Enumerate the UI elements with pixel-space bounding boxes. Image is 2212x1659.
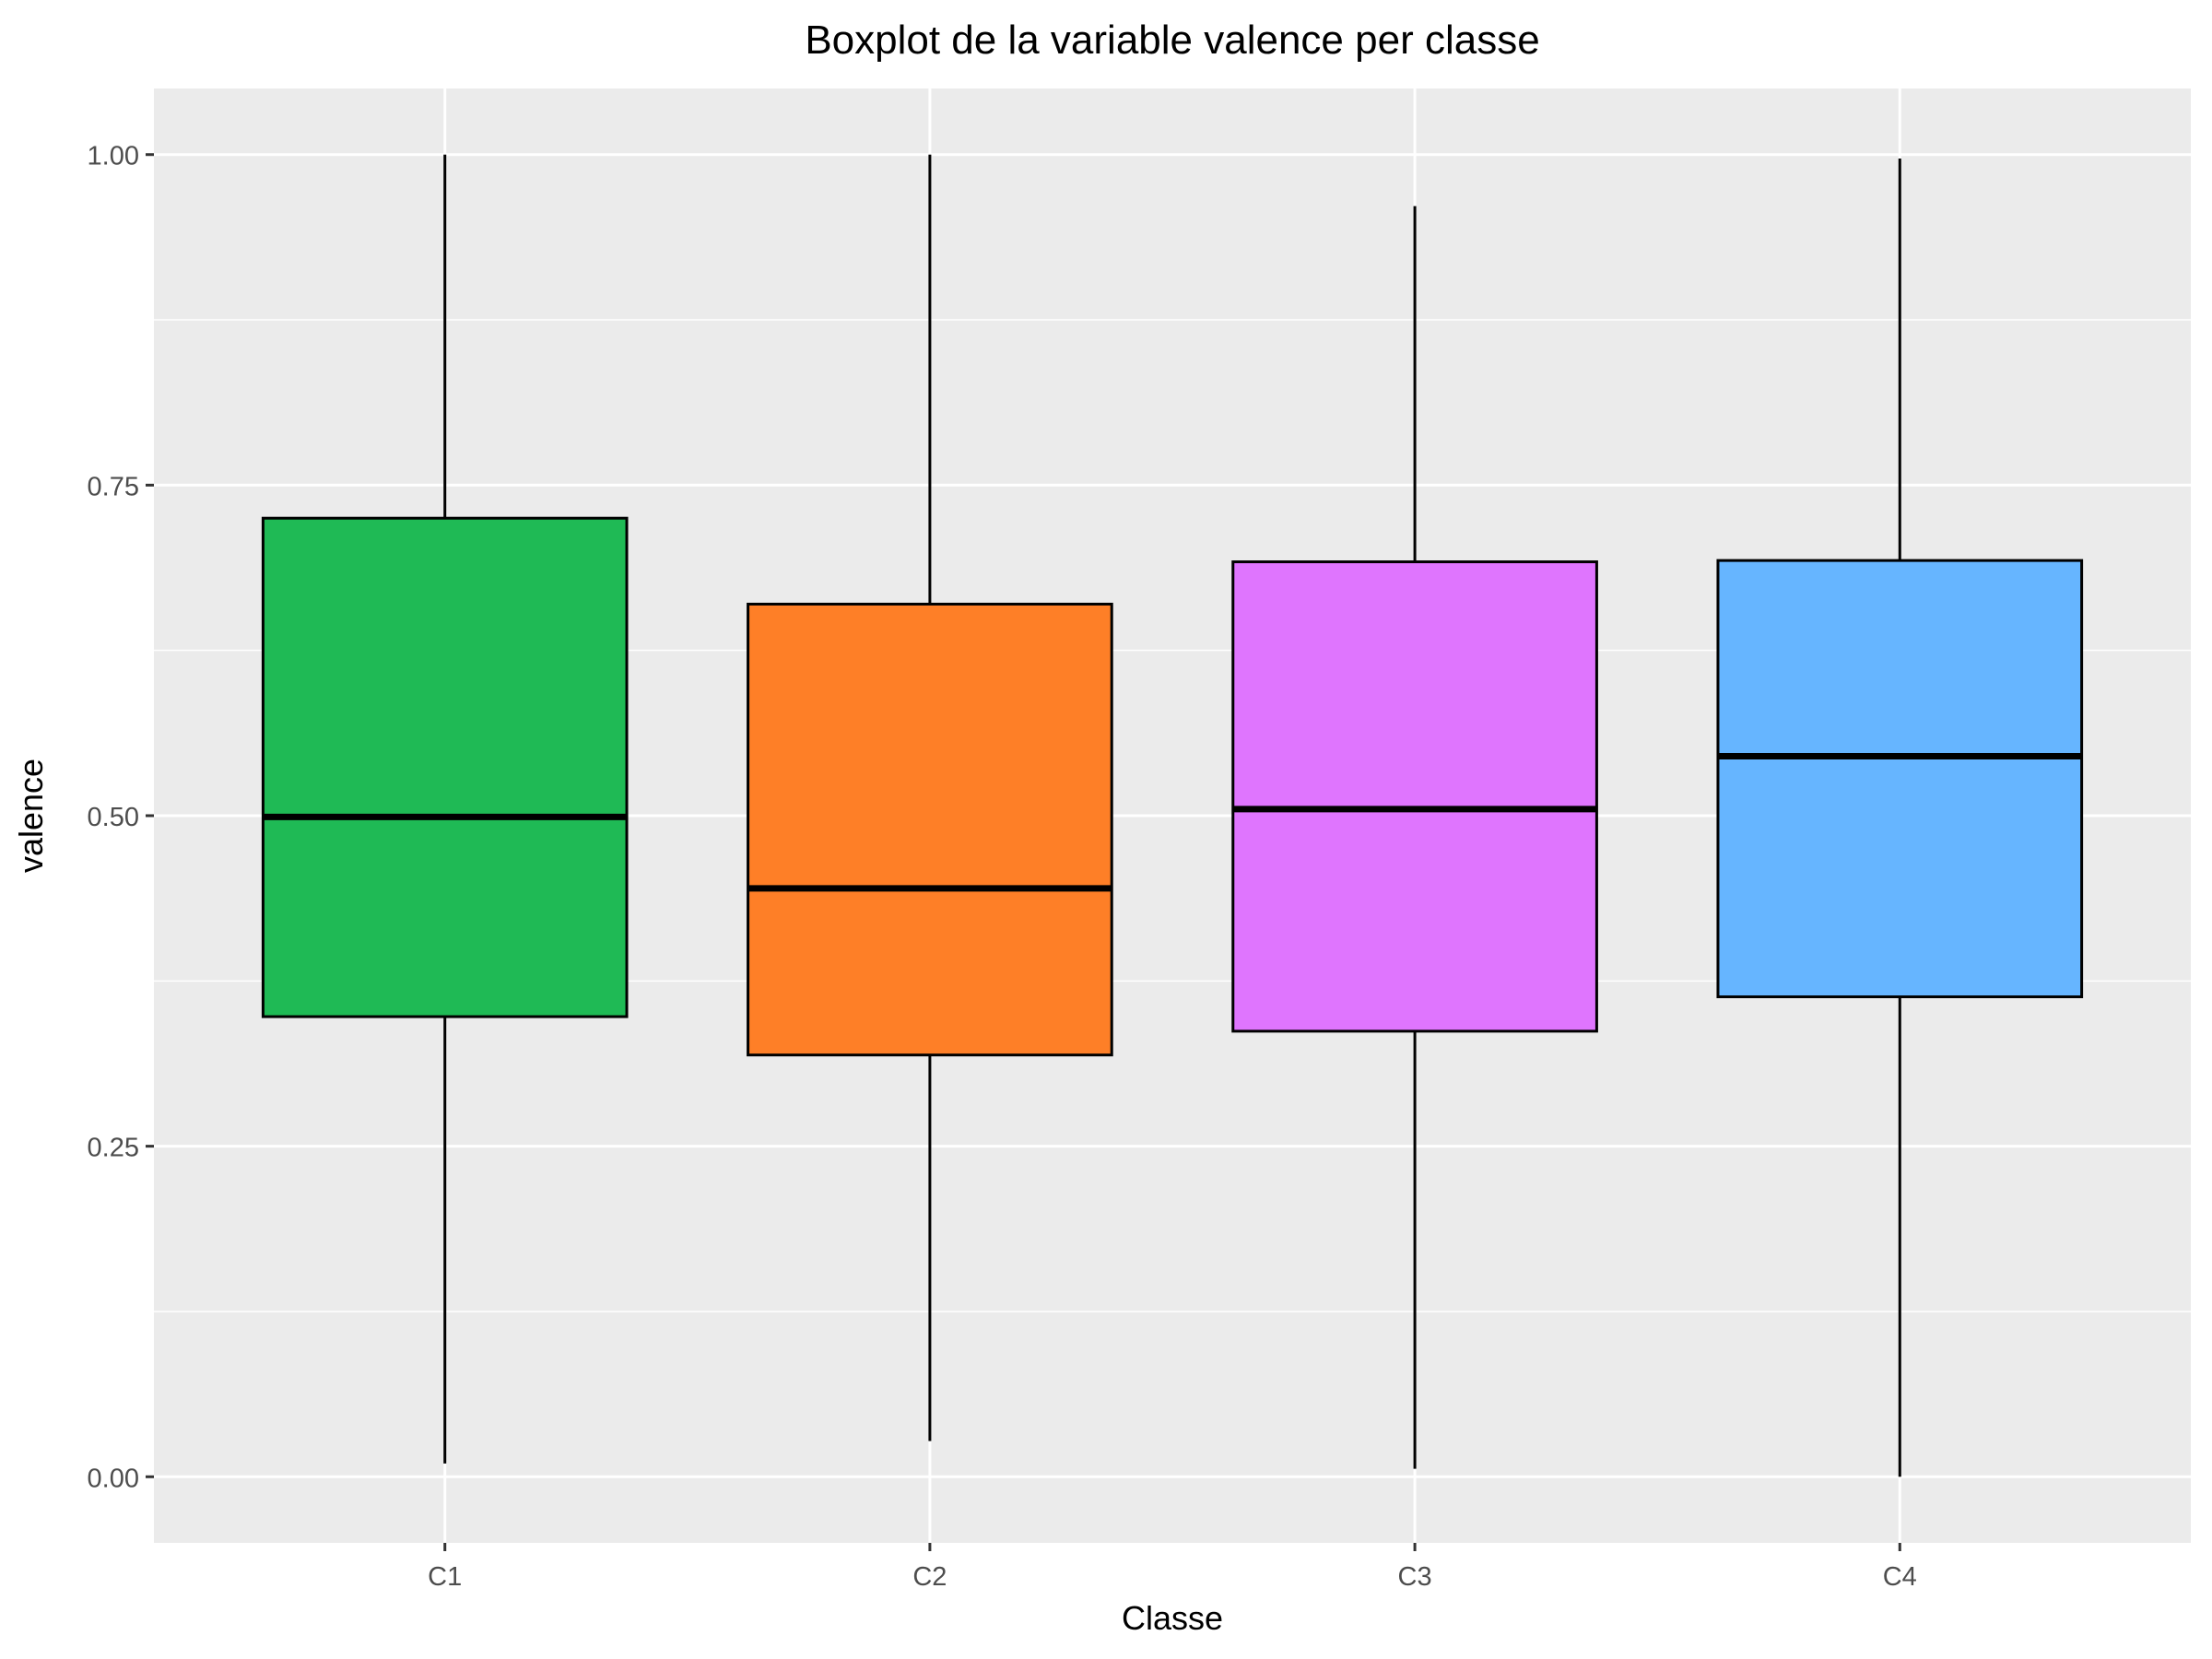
x-tick-label: C1 [428, 1562, 462, 1592]
box-c2 [747, 154, 1113, 1441]
box-rect [747, 602, 1113, 1057]
y-tick-label: 0.50 [88, 803, 139, 832]
x-axis-label: Classe [1122, 1599, 1223, 1637]
box-rect [1231, 560, 1598, 1033]
box-c3 [1231, 206, 1598, 1469]
chart-title: Boxplot de la variable valence per class… [805, 18, 1539, 63]
y-tick-label: 0.75 [88, 472, 139, 501]
y-tick-label: 0.00 [88, 1464, 139, 1493]
box-rect [1716, 559, 2084, 999]
y-tick-label: 0.25 [88, 1134, 139, 1163]
y-tick-label: 1.00 [88, 142, 139, 171]
y-axis-label: valence [12, 759, 50, 873]
boxes [261, 154, 2084, 1477]
box-c1 [261, 154, 629, 1464]
box-rect [261, 516, 629, 1018]
x-axis: C1 C2 C3 C4 [428, 1543, 1917, 1592]
y-axis: 0.00 0.25 0.50 0.75 1.00 [88, 142, 154, 1493]
box-c4 [1716, 159, 2084, 1477]
x-tick-label: C2 [912, 1562, 947, 1592]
x-tick-label: C4 [1883, 1562, 1917, 1592]
x-tick-label: C3 [1398, 1562, 1432, 1592]
